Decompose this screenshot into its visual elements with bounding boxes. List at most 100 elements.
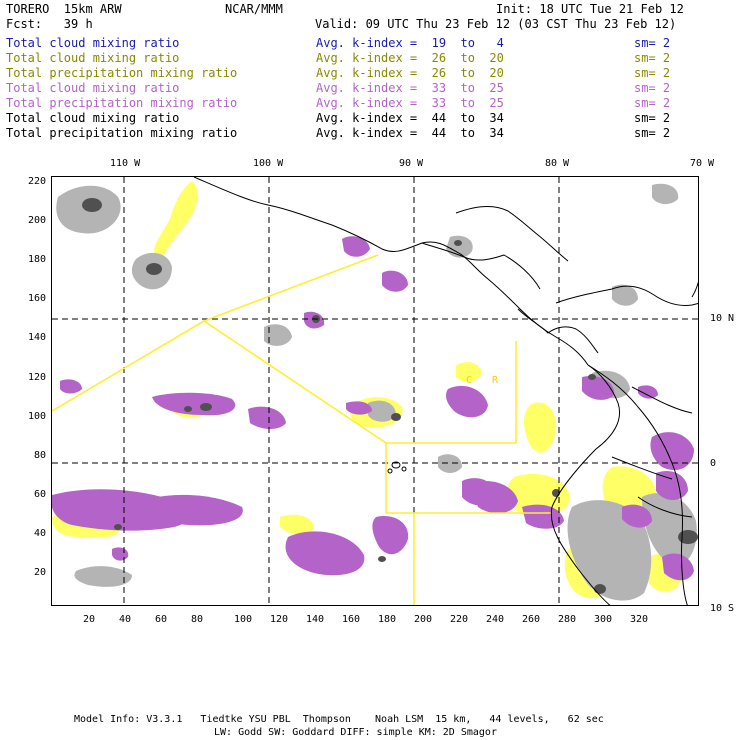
- legend-sm: sm= 2: [634, 126, 671, 140]
- legend-row: sm= 2: [634, 36, 670, 51]
- y-tick-label: 80: [34, 450, 47, 461]
- lat-label: 0: [710, 458, 717, 469]
- cloud-core: [184, 406, 192, 412]
- x-tick-label: 140: [306, 614, 325, 625]
- legend-field: Total cloud mixing ratio: [6, 36, 180, 50]
- legend-row: sm= 2: [634, 66, 670, 81]
- y-tick-label: 100: [28, 411, 47, 422]
- cloud-area: [652, 183, 679, 205]
- legend-row: sm= 2: [634, 81, 670, 96]
- cloud-area: [154, 181, 198, 258]
- x-tick-label: 180: [378, 614, 397, 625]
- legend-row: Avg. k-index = 44 to 34: [316, 126, 504, 141]
- map-label: C: [466, 375, 472, 386]
- x-tick-label: 160: [342, 614, 361, 625]
- legend-k: Avg. k-index = 33 to 25: [316, 96, 504, 110]
- region-box: [386, 341, 517, 444]
- cloud-area: [147, 494, 243, 526]
- x-tick-label: 220: [450, 614, 469, 625]
- init-time: Init: 18 UTC Tue 21 Feb 12: [496, 2, 684, 16]
- x-tick-label: 80: [191, 614, 204, 625]
- x-tick-label: 100: [234, 614, 253, 625]
- legend-row: Total precipitation mixing ratio: [6, 126, 237, 141]
- x-tick-label: 260: [522, 614, 541, 625]
- y-tick-label: 180: [28, 254, 47, 265]
- coastline: [691, 281, 698, 298]
- cloud-core: [82, 198, 102, 212]
- cloud-purple-areas: [52, 236, 694, 581]
- coastline: [550, 364, 620, 605]
- cloud-area: [622, 504, 652, 528]
- cloud-core: [588, 374, 596, 380]
- legend-field: Total precipitation mixing ratio: [6, 126, 238, 140]
- legend-row: sm= 2: [634, 96, 670, 111]
- legend-row: Total cloud mixing ratio: [6, 81, 179, 96]
- y-tick-label: 20: [34, 567, 47, 578]
- legend-sm: sm= 2: [634, 36, 671, 50]
- legend-row: Total precipitation mixing ratio: [6, 96, 237, 111]
- cloud-core: [391, 413, 401, 421]
- legend-k: Avg. k-index = 44 to 34: [316, 126, 504, 140]
- cloud-area: [152, 392, 236, 416]
- y-tick-label: 200: [28, 215, 47, 226]
- lon-label: 70 W: [690, 158, 715, 169]
- region-line: [52, 320, 387, 444]
- map-canvas: C R: [52, 177, 698, 605]
- cloud-area: [638, 385, 658, 399]
- forecast-map: C R: [51, 176, 699, 606]
- cloud-core: [146, 263, 162, 275]
- region-box: [385, 443, 552, 514]
- border: [637, 496, 693, 518]
- legend-row: Avg. k-index = 26 to 20: [316, 66, 504, 81]
- cloud-core: [378, 556, 386, 562]
- cloud-area: [456, 362, 482, 382]
- forecast-hour: Fcst: 39 h: [6, 17, 93, 31]
- x-tick-label: 300: [594, 614, 613, 625]
- legend-row: Total cloud mixing ratio: [6, 111, 179, 126]
- lon-label: 100 W: [253, 158, 284, 169]
- x-tick-label: 120: [270, 614, 289, 625]
- cloud-area: [346, 401, 372, 415]
- org-label: NCAR/MMM: [225, 2, 283, 16]
- cloud-area: [642, 493, 697, 566]
- legend-sm: sm= 2: [634, 111, 671, 125]
- coastline: [517, 308, 599, 354]
- x-tick-label: 40: [119, 614, 132, 625]
- cloud-area: [285, 531, 365, 576]
- legend-field: Total cloud mixing ratio: [6, 51, 180, 65]
- legend-row: sm= 2: [634, 51, 670, 66]
- cloud-area: [382, 270, 408, 292]
- cloud-area: [372, 515, 409, 555]
- footer-physics-info: LW: Godd SW: Goddard DIFF: simple KM: 2D…: [214, 727, 497, 738]
- valid-time: Valid: 09 UTC Thu 23 Feb 12 (03 CST Thu …: [315, 17, 677, 31]
- cloud-area: [74, 566, 132, 587]
- lon-label: 80 W: [545, 158, 570, 169]
- legend-row: Total precipitation mixing ratio: [6, 66, 237, 81]
- border: [611, 456, 673, 480]
- legend-k: Avg. k-index = 19 to 4: [316, 36, 504, 50]
- region-line: [203, 254, 379, 322]
- legend-field: Total precipitation mixing ratio: [6, 96, 238, 110]
- cloud-area: [280, 514, 314, 535]
- cloud-area: [438, 454, 462, 473]
- border: [587, 364, 688, 605]
- island: [387, 468, 393, 474]
- legend-k: Avg. k-index = 26 to 20: [316, 51, 504, 65]
- legend-field: Total cloud mixing ratio: [6, 81, 180, 95]
- legend-row: sm= 2: [634, 111, 670, 126]
- cloud-area: [446, 385, 488, 418]
- coastline: [555, 285, 698, 306]
- x-tick-label: 240: [486, 614, 505, 625]
- x-tick-label: 200: [414, 614, 433, 625]
- y-tick-label: 220: [28, 176, 47, 187]
- legend-sm: sm= 2: [634, 51, 671, 65]
- lon-label: 90 W: [399, 158, 424, 169]
- cloud-area: [662, 553, 694, 581]
- lon-label: 110 W: [110, 158, 141, 169]
- cloud-core: [114, 524, 122, 530]
- cloud-area: [342, 236, 370, 257]
- island: [391, 461, 401, 469]
- legend-k: Avg. k-index = 26 to 20: [316, 66, 504, 80]
- x-tick-label: 60: [155, 614, 168, 625]
- legend-row: sm= 2: [634, 126, 670, 141]
